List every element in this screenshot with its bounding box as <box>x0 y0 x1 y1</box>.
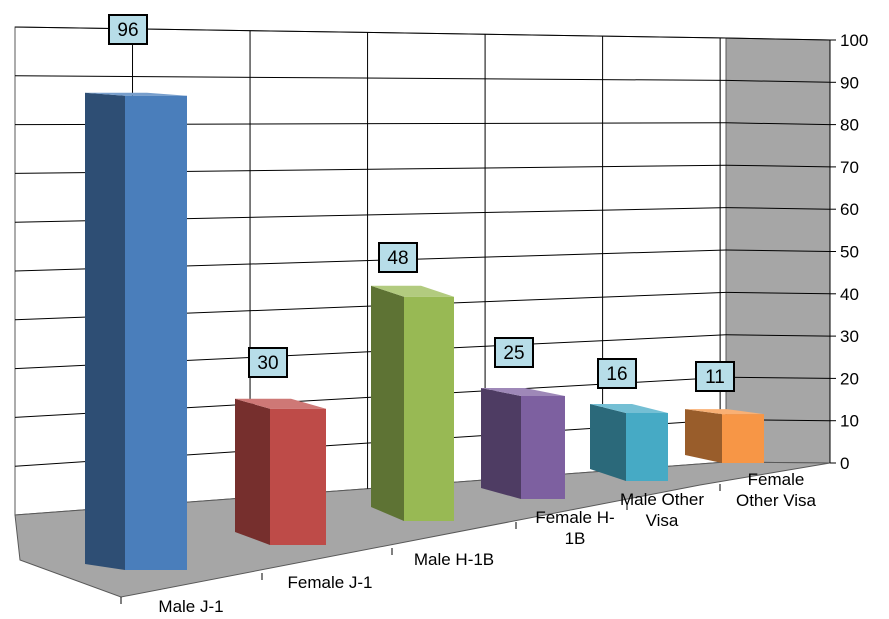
bar-side <box>685 409 722 463</box>
y-tick-label: 50 <box>840 243 859 262</box>
bar-top <box>481 388 565 396</box>
bar-male-h-1b <box>371 285 454 521</box>
bar-top <box>85 92 187 96</box>
data-label-box <box>108 14 148 45</box>
data-label-text: 11 <box>705 367 725 388</box>
bar-side <box>85 92 125 571</box>
x-tick-label: Female Other Visa <box>736 470 817 510</box>
bar-male-j-1 <box>85 92 187 571</box>
bar-female-j-1 <box>235 398 326 545</box>
data-label-box <box>248 347 288 378</box>
y-tick-label: 100 <box>840 31 868 50</box>
gridline <box>725 122 831 126</box>
data-label: 48 <box>378 242 418 273</box>
data-label: 16 <box>597 358 637 389</box>
data-label-box <box>494 337 534 368</box>
x-tick-label: Male J-1 <box>158 597 223 616</box>
y-tick-label: 60 <box>840 200 859 219</box>
bar-top <box>590 404 668 413</box>
y-tick-label: 70 <box>840 158 859 177</box>
bar-side <box>235 398 270 545</box>
gridline <box>725 376 831 379</box>
bar-top <box>235 398 326 409</box>
y-axis: 0 10 20 30 40 50 60 70 80 90 100 <box>829 31 868 473</box>
gridline <box>725 207 831 210</box>
bar-female-other-visa <box>685 409 764 463</box>
gridline <box>725 79 831 83</box>
data-label-text: 16 <box>606 364 627 385</box>
x-tick-label: Male Other Visa <box>620 490 704 530</box>
bar-front <box>626 413 668 481</box>
gridline <box>725 37 831 41</box>
data-label-text: 30 <box>257 353 278 374</box>
bar-front <box>722 414 764 463</box>
x-axis: Male J-1 Female J-1 Male H-1B Female H-1BMa… <box>120 470 817 616</box>
bar-side <box>590 404 626 481</box>
data-labels: 96 30 48 25 16 11 <box>108 14 735 392</box>
x-tick-label: Female H-1B <box>535 508 614 548</box>
data-label: 25 <box>494 337 534 368</box>
y-tick-label: 30 <box>840 327 859 346</box>
gridline <box>14 75 727 81</box>
bar-top <box>685 409 764 415</box>
data-label-box <box>695 361 735 392</box>
data-label: 30 <box>248 347 288 378</box>
bar-front <box>125 95 187 571</box>
data-label-text: 25 <box>503 343 524 364</box>
x-tick-label: Female J-1 <box>287 573 372 592</box>
gridline <box>725 291 831 295</box>
gridline <box>725 334 831 337</box>
data-label-box <box>597 358 637 389</box>
data-label-text: 48 <box>387 248 408 269</box>
bar-front <box>270 408 326 545</box>
data-label: 96 <box>108 14 148 45</box>
bar-side <box>481 388 521 499</box>
data-label-box <box>378 242 418 273</box>
bars <box>85 92 764 571</box>
bar-front <box>404 296 454 521</box>
bar-front <box>521 396 565 499</box>
data-label-text: 96 <box>117 20 138 41</box>
y-tick-label: 0 <box>840 454 849 473</box>
gridline <box>725 249 831 252</box>
y-tick-label: 20 <box>840 369 859 388</box>
x-tick-label: Male H-1B <box>414 550 494 569</box>
bar-top <box>371 285 454 297</box>
bar-female-h-1b <box>481 388 565 499</box>
bar-male-other-visa <box>590 404 668 481</box>
bar-side <box>371 285 404 521</box>
data-label: 11 <box>695 361 735 392</box>
y-tick-label: 90 <box>840 73 859 92</box>
y-tick-label: 40 <box>840 285 859 304</box>
y-tick-label: 80 <box>840 116 859 135</box>
gridline <box>725 164 831 168</box>
y-tick-label: 10 <box>840 412 859 431</box>
